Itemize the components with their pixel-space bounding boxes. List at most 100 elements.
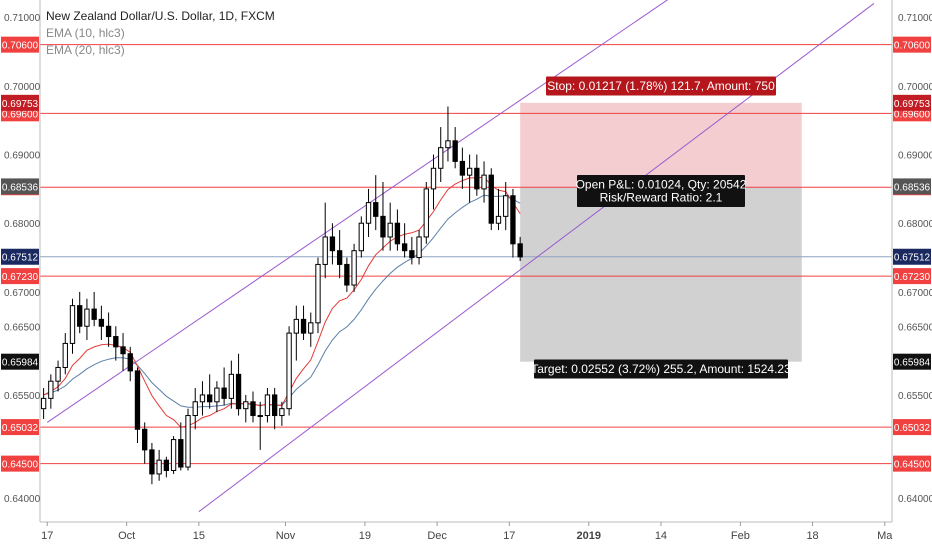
pnl-price-label-left-bg bbox=[1, 178, 39, 195]
level-price-label-right-bg bbox=[893, 36, 931, 53]
target-price-label-left-bg bbox=[1, 353, 39, 370]
target-label-text: Target: 0.02552 (3.72%) 255.2, Amount: 1… bbox=[531, 362, 791, 376]
y-tick-right: 0.67000 bbox=[898, 288, 932, 299]
level-price-label-left-bg bbox=[1, 268, 39, 285]
candle-down bbox=[235, 373, 242, 410]
candle-down bbox=[459, 160, 466, 176]
pnl-price-label-right-bg bbox=[893, 178, 931, 195]
level-price-label-right-bg bbox=[893, 419, 931, 436]
ema10-line bbox=[43, 176, 521, 428]
y-tick-right: 0.69000 bbox=[898, 151, 932, 162]
candle-down bbox=[373, 202, 379, 217]
candle-up bbox=[308, 322, 314, 334]
candle-up bbox=[40, 397, 47, 410]
candle-down bbox=[409, 250, 415, 259]
candle-up bbox=[192, 401, 198, 417]
pnl-price-label-right: 0.68536 bbox=[894, 182, 931, 193]
x-tick-label: Oct bbox=[118, 530, 135, 542]
plot-area bbox=[40, 0, 892, 513]
target-price-label-right-bg bbox=[893, 353, 931, 370]
x-tick-label: 17 bbox=[503, 530, 515, 542]
candle-up bbox=[466, 167, 473, 176]
stop-label: Stop: 0.01217 (1.78%) 121.7, Amount: 750 bbox=[546, 76, 776, 96]
candle-down bbox=[127, 353, 133, 372]
candle-down bbox=[91, 308, 97, 320]
level-price-label-left: 0.69600 bbox=[2, 109, 39, 120]
candle-up bbox=[416, 236, 422, 259]
pnl-label-bg bbox=[577, 175, 745, 207]
level-price-label-left-bg bbox=[1, 419, 39, 436]
candle-up bbox=[481, 174, 487, 190]
candle-up bbox=[495, 215, 502, 224]
y-tick-left: 0.64000 bbox=[4, 494, 41, 505]
y-tick-right: 0.64000 bbox=[898, 494, 932, 505]
y-tick-left: 0.71000 bbox=[4, 13, 41, 24]
candle-down bbox=[474, 167, 480, 190]
ema20-line bbox=[43, 194, 521, 408]
y-tick-left: 0.70000 bbox=[4, 82, 41, 93]
candle-up bbox=[351, 250, 357, 286]
y-tick-left: 0.69000 bbox=[4, 151, 41, 162]
candle-down bbox=[510, 195, 516, 245]
level-price-label-right: 0.69600 bbox=[894, 109, 931, 120]
candle-down bbox=[105, 325, 112, 338]
x-tick-label: Feb bbox=[731, 530, 750, 542]
candle-up bbox=[315, 263, 321, 324]
y-tick-left: 0.65500 bbox=[4, 391, 41, 402]
stop-price-label-left: 0.69753 bbox=[2, 99, 39, 110]
symbol-title[interactable]: New Zealand Dollar/U.S. Dollar, 1D, FXCM bbox=[46, 9, 275, 23]
level-price-label-left: 0.67230 bbox=[2, 272, 39, 283]
level-price-label-left: 0.65032 bbox=[2, 423, 39, 434]
y-tick-right: 0.68000 bbox=[898, 219, 932, 230]
target-label: Target: 0.02552 (3.72%) 255.2, Amount: 1… bbox=[531, 359, 791, 379]
candle-down bbox=[336, 250, 343, 265]
target-price-label-left: 0.65984 bbox=[2, 358, 39, 369]
candle-down bbox=[134, 370, 141, 430]
candle-up bbox=[243, 401, 249, 410]
ema20-legend[interactable]: EMA (20, hlc3) bbox=[46, 43, 125, 57]
candle-down bbox=[142, 428, 148, 451]
stop-label-bg bbox=[546, 76, 776, 96]
y-tick-right: 0.71000 bbox=[898, 13, 932, 24]
y-tick-left: 0.67000 bbox=[4, 288, 41, 299]
target-label-bg bbox=[534, 359, 788, 379]
x-tick-label: 2019 bbox=[577, 530, 601, 542]
y-tick-left: 0.66500 bbox=[4, 322, 41, 333]
candle-up bbox=[430, 167, 437, 190]
current-price-label-left-bg bbox=[1, 248, 39, 265]
y-tick-right: 0.70000 bbox=[898, 82, 932, 93]
stop-zone bbox=[520, 102, 802, 188]
candle-up bbox=[69, 305, 76, 344]
current-price-label-right: 0.67512 bbox=[894, 253, 931, 264]
ema10-legend[interactable]: EMA (10, hlc3) bbox=[46, 26, 125, 40]
stop-price-label-right: 0.69753 bbox=[894, 99, 931, 110]
pnl-label: Open P&L: 0.01024, Qty: 20542Risk/Reward… bbox=[576, 175, 747, 207]
target-price-label-right: 0.65984 bbox=[894, 358, 931, 369]
level-price-label-right: 0.70600 bbox=[894, 41, 931, 52]
candle-up bbox=[322, 236, 328, 265]
candle-down bbox=[394, 222, 401, 245]
candle-up bbox=[214, 387, 220, 403]
candle-up bbox=[279, 408, 285, 417]
candle-down bbox=[271, 394, 278, 417]
pnl-label-text: Open P&L: 0.01024, Qty: 20542 bbox=[576, 178, 747, 192]
channel-upper-line bbox=[46, 0, 669, 423]
candle-down bbox=[178, 439, 184, 468]
candle-down bbox=[77, 305, 83, 327]
candle-up bbox=[62, 342, 68, 368]
current-price-label-left: 0.67512 bbox=[2, 253, 39, 264]
x-tick-label: 14 bbox=[655, 530, 667, 542]
x-tick-label: 19 bbox=[359, 530, 371, 542]
candle-up bbox=[156, 459, 162, 475]
level-price-label-left: 0.70600 bbox=[2, 41, 39, 52]
candle-down bbox=[452, 140, 458, 162]
x-tick-label: 18 bbox=[806, 530, 818, 542]
x-tick-label: Nov bbox=[276, 530, 296, 542]
candle-up bbox=[503, 195, 509, 217]
level-price-label-right-bg bbox=[893, 268, 931, 285]
candle-down bbox=[517, 243, 523, 258]
x-tick-label: Dec bbox=[427, 530, 447, 542]
y-tick-right: 0.65500 bbox=[898, 391, 932, 402]
